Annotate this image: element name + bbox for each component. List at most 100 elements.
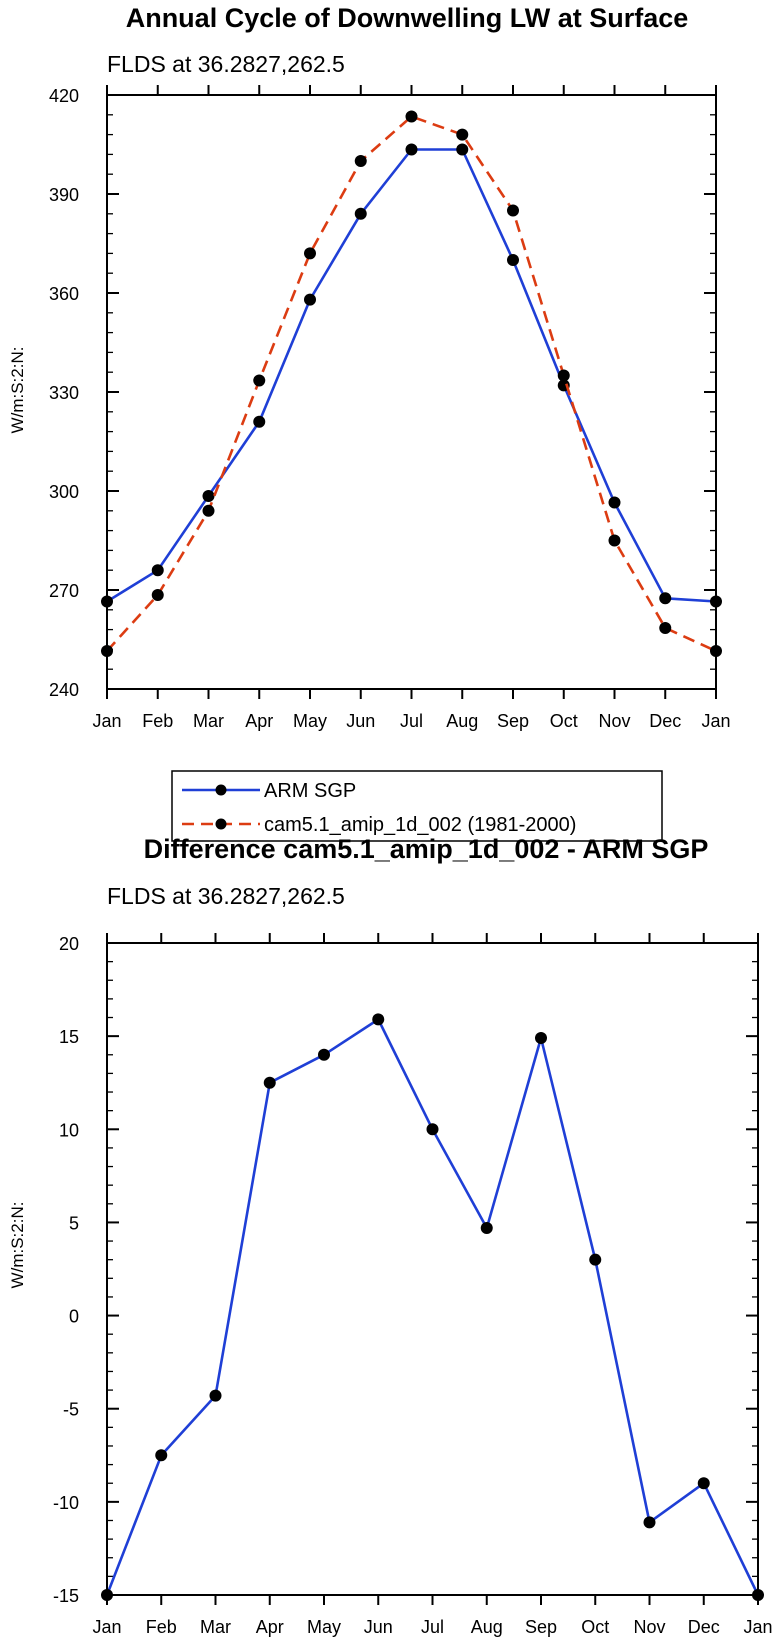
chart-1-series-0-point xyxy=(456,143,469,156)
chart-1-series-1-point xyxy=(151,588,164,601)
chart-1-y-tick-label: 240 xyxy=(49,680,79,700)
chart-1-series-1-point xyxy=(304,247,316,260)
chart-2-series-0-point xyxy=(697,1477,710,1490)
chart-2-x-tick-label: Sep xyxy=(525,1617,557,1637)
chart-2-series-0-point xyxy=(209,1389,222,1402)
chart-2-y-tick-label: 20 xyxy=(59,934,79,954)
chart-2-x-tick-label: Jan xyxy=(92,1617,121,1637)
chart-1-x-tick-label: Apr xyxy=(245,711,273,731)
chart-1-series-0-point xyxy=(507,254,519,266)
chart-2-x-tick-label: Jun xyxy=(364,1617,393,1637)
chart-2-y-tick-label: 10 xyxy=(59,1120,79,1140)
chart-1-series-1-point xyxy=(253,374,266,387)
chart-2-series-0-point xyxy=(155,1449,168,1462)
chart-2-series-0-point xyxy=(643,1516,656,1529)
chart-1-series-0-point xyxy=(710,595,722,608)
chart-1-series-1-point xyxy=(608,534,621,547)
chart-2-series-0-point xyxy=(589,1253,602,1266)
chart-2-y-axis-label: W/m:S:2:N: xyxy=(8,1202,27,1289)
chart-2-y-tick-label: -10 xyxy=(53,1493,79,1513)
chart-1-series-line-0 xyxy=(106,148,717,603)
chart-1-x-tick-label: Jun xyxy=(346,711,375,731)
chart-1-x-tick-label: Oct xyxy=(550,711,578,731)
chart-2-x-tick-label: Apr xyxy=(256,1617,284,1637)
chart-1-series-0-point xyxy=(354,207,367,220)
chart-1-plot-area: Jan Feb Mar Apr May Jun Jul Aug Sep Oct Nov Dec Jan 2… xyxy=(49,85,731,731)
chart-2-series-0-point xyxy=(263,1076,276,1089)
chart-2-series-0-point xyxy=(426,1123,439,1136)
chart-1-series-1-point xyxy=(202,504,215,517)
chart-1-x-tick-label: Jan xyxy=(92,711,121,731)
chart-2-title: Difference cam5.1_amip_1d_002 - ARM SGP xyxy=(144,834,709,864)
chart-2-subtitle: FLDS at 36.2827,262.5 xyxy=(107,883,345,909)
chart-1-y-tick-label: 360 xyxy=(49,284,79,304)
chart-1-series-0-point xyxy=(101,595,113,608)
legend-label-0: ARM SGP xyxy=(264,780,356,802)
chart-2-series-0-point xyxy=(480,1222,493,1235)
difference-chart: Difference cam5.1_amip_1d_002 - ARM SGP … xyxy=(8,834,773,1637)
chart-1-x-tick-label: Mar xyxy=(193,711,224,731)
chart-1-series-1-point xyxy=(405,110,418,123)
chart-1-series-1-point xyxy=(557,369,570,382)
chart-1-x-tick-label: Feb xyxy=(142,711,173,731)
chart-1-y-axis-label: W/m:S:2:N: xyxy=(8,347,27,434)
chart-1-plot-frame xyxy=(106,94,717,690)
chart-1-series-0-point xyxy=(151,564,164,577)
chart-2-x-tick-label: Jul xyxy=(421,1617,444,1637)
chart-1-x-tick-label: Nov xyxy=(598,711,630,731)
legend-box xyxy=(171,770,663,842)
chart-1-x-tick-label: May xyxy=(293,711,327,731)
legend-marker-1 xyxy=(215,818,227,830)
chart-1-x-tick-label: Sep xyxy=(497,711,529,731)
chart-2-y-tick-label: 15 xyxy=(59,1027,79,1047)
chart-1-series-0-point xyxy=(304,293,316,306)
chart-2-plot-area: Jan Feb Mar Apr May Jun Jul Aug Sep Oct Nov Dec Jan-… xyxy=(53,933,773,1637)
chart-1-y-tick-label: 330 xyxy=(49,383,79,403)
chart-1-series-1-point xyxy=(456,128,469,141)
chart-2-series-0-point xyxy=(101,1589,113,1601)
chart-1-x-tick-label: Jul xyxy=(400,711,423,731)
chart-1-legend: ARM SGP cam5.1_amip_1d_002 (1981-2000) xyxy=(171,770,663,842)
chart-1-series-0-point xyxy=(405,143,418,156)
chart-1-series-0-point xyxy=(253,415,266,428)
annual-cycle-chart: Annual Cycle of Downwelling LW at Surfac… xyxy=(8,3,731,842)
chart-2-x-tick-label: Nov xyxy=(633,1617,665,1637)
legend-label-1: cam5.1_amip_1d_002 (1981-2000) xyxy=(264,814,576,836)
legend-marker-0 xyxy=(215,784,227,796)
chart-2-x-tick-label: Dec xyxy=(688,1617,720,1637)
chart-1-series-1-point xyxy=(659,621,672,634)
chart-1-x-tick-label: Aug xyxy=(446,711,478,731)
chart-1-series-1-point xyxy=(507,204,519,217)
chart-1-series-0-point xyxy=(659,592,672,605)
chart-1-series-1-point xyxy=(354,155,367,167)
chart-1-x-tick-label: Jan xyxy=(701,711,730,731)
chart-2-y-tick-label: 0 xyxy=(69,1307,79,1327)
chart-2-series-line-0 xyxy=(105,1018,760,1596)
chart-1-y-tick-label: 390 xyxy=(49,185,79,205)
chart-2-x-tick-label: Oct xyxy=(581,1617,609,1637)
chart-1-y-tick-label: 270 xyxy=(49,581,79,601)
chart-2-y-tick-label: -15 xyxy=(53,1586,79,1606)
chart-1-y-tick-label: 300 xyxy=(49,482,79,502)
chart-2-series-0-point xyxy=(752,1589,764,1601)
chart-2-series-0-point xyxy=(318,1048,330,1061)
chart-2-x-tick-label: Feb xyxy=(146,1617,177,1637)
chart-1-x-tick-label: Dec xyxy=(649,711,681,731)
chart-1-y-tick-label: 420 xyxy=(49,86,79,106)
chart-1-series-0-point xyxy=(202,489,215,502)
chart-2-series-0-point xyxy=(372,1013,385,1026)
chart-2-series-0-point xyxy=(535,1032,547,1045)
chart-1-series-0-point xyxy=(608,496,621,509)
chart-1-subtitle: FLDS at 36.2827,262.5 xyxy=(107,51,345,77)
chart-2-x-tick-label: Mar xyxy=(200,1617,231,1637)
chart-1-title: Annual Cycle of Downwelling LW at Surfac… xyxy=(126,3,689,33)
chart-2-x-tick-label: Jan xyxy=(743,1617,772,1637)
chart-2-x-tick-label: May xyxy=(307,1617,341,1637)
chart-2-x-tick-label: Aug xyxy=(471,1617,503,1637)
chart-2-y-tick-label: 5 xyxy=(69,1213,79,1233)
chart-1-series-1-point xyxy=(101,645,113,658)
chart-2-y-tick-label: -5 xyxy=(63,1400,79,1420)
chart-1-series-line-1 xyxy=(106,115,717,653)
chart-1-series-1-point xyxy=(710,645,722,658)
